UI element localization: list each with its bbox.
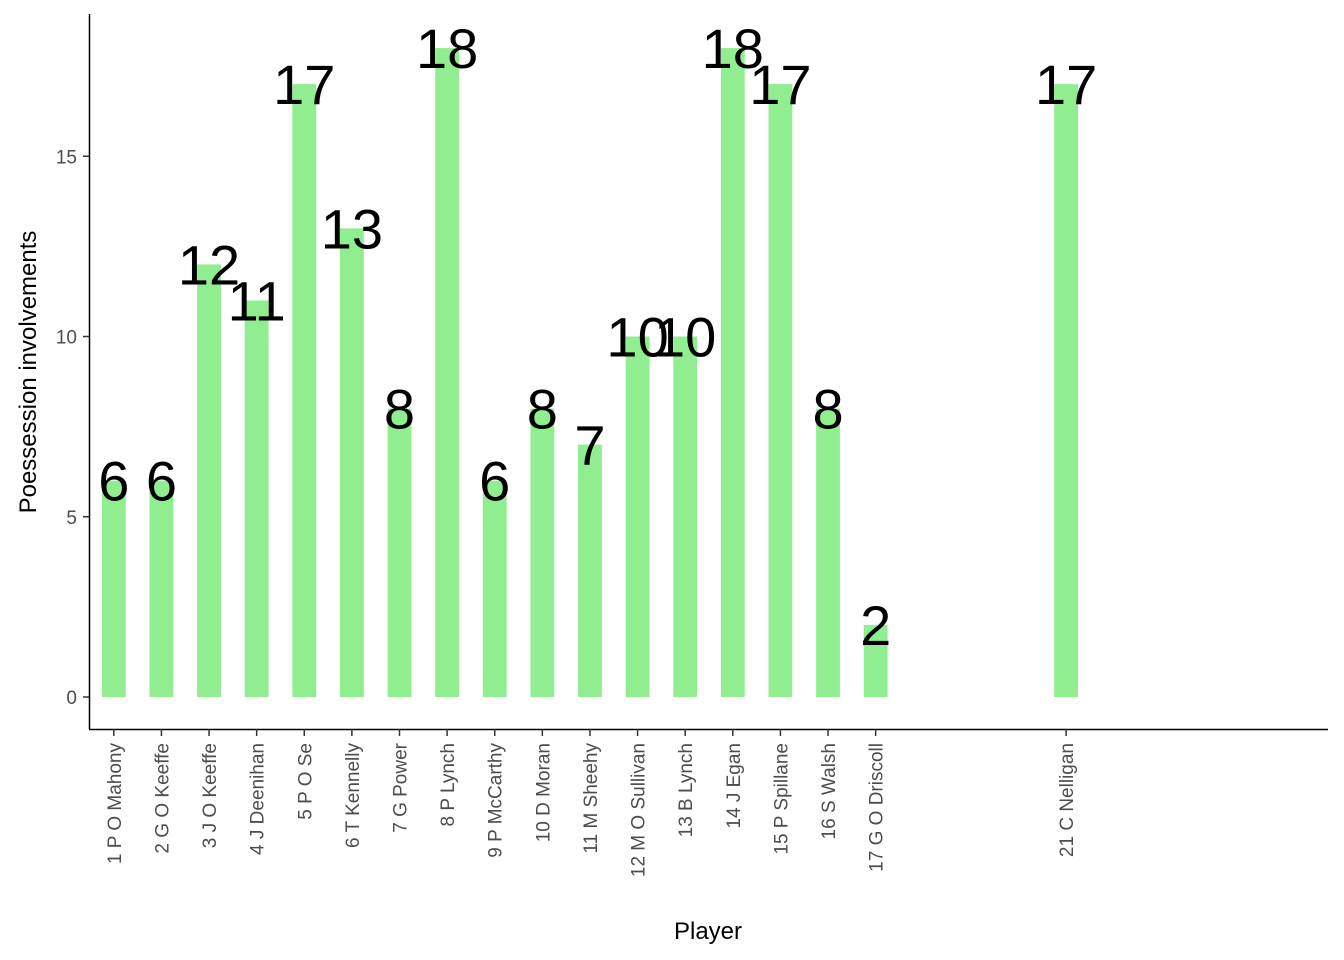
y-tick-label: 10 <box>56 328 77 349</box>
x-tick-label: 16 S Walsh <box>819 743 840 839</box>
bar <box>339 228 364 697</box>
bar <box>673 336 698 697</box>
data-label: 17 <box>273 53 335 116</box>
bar <box>530 408 555 697</box>
y-tick-label: 5 <box>66 508 77 529</box>
bar <box>578 444 602 697</box>
data-label: 18 <box>702 17 764 80</box>
x-tick-label: 5 P O Se <box>295 743 316 820</box>
y-tick-label: 0 <box>66 688 77 709</box>
x-tick-label: 9 P McCarthy <box>486 743 507 858</box>
data-label: 18 <box>416 17 478 80</box>
y-axis-ticks: 0 5 10 15 <box>56 147 89 709</box>
data-label: 17 <box>1035 53 1097 116</box>
x-tick-label: 8 P Lynch <box>438 743 459 826</box>
data-label: 11 <box>228 269 286 332</box>
data-label: 8 <box>384 378 415 441</box>
bar <box>387 408 412 697</box>
data-label: 6 <box>146 450 177 513</box>
x-tick-label: 11 M Sheehy <box>581 743 602 854</box>
x-tick-label: 7 G Power <box>391 742 412 832</box>
y-tick-label: 15 <box>56 147 77 168</box>
x-tick-label: 14 J Egan <box>724 743 745 829</box>
x-tick-label: 10 D Moran <box>533 743 554 842</box>
data-label: 6 <box>479 450 510 513</box>
data-label: 8 <box>527 378 558 441</box>
x-tick-label: 12 M O Sullivan <box>629 743 650 877</box>
bar <box>863 624 888 697</box>
x-tick-label: 2 G O Keeffe <box>152 743 173 854</box>
bar <box>816 408 840 697</box>
y-axis-title: Poessession involvements <box>15 231 42 514</box>
bar <box>768 84 793 697</box>
bar <box>101 480 126 697</box>
data-label: 7 <box>574 414 605 477</box>
x-tick-label: 6 T Kennelly <box>343 743 364 848</box>
data-label: 2 <box>860 594 891 657</box>
data-label: 10 <box>654 306 716 369</box>
bar <box>1054 84 1079 697</box>
bar <box>720 48 745 698</box>
bar <box>149 480 174 697</box>
x-axis-title: Player <box>674 918 742 945</box>
bar <box>435 48 460 698</box>
x-tick-label: 13 B Lynch <box>676 743 697 837</box>
bar <box>244 300 269 697</box>
data-label: 12 <box>178 233 240 296</box>
data-label: 6 <box>98 450 129 513</box>
x-tick-label: 3 J O Keeffe <box>200 743 221 848</box>
data-label: 8 <box>812 378 843 441</box>
x-tick-label: 21 C Nelligan <box>1057 743 1078 857</box>
x-tick-label: 17 G O Driscoll <box>867 743 888 872</box>
x-tick-label: 1 P O Mahony <box>105 743 126 865</box>
x-tick-label: 4 J Deenihan <box>248 743 269 855</box>
x-tick-label: 15 P Spillane <box>771 743 792 855</box>
x-axis-ticks: 1 P O Mahony 2 G O Keeffe 3 J O Keeffe 4 J … <box>105 729 1078 877</box>
bar <box>482 480 507 697</box>
data-label: 10 <box>606 306 668 369</box>
data-label: 17 <box>749 53 811 116</box>
bar <box>625 336 650 697</box>
data-label: 13 <box>321 197 383 260</box>
bar <box>292 84 317 697</box>
bars-layer <box>101 48 1079 698</box>
bar <box>197 264 221 697</box>
